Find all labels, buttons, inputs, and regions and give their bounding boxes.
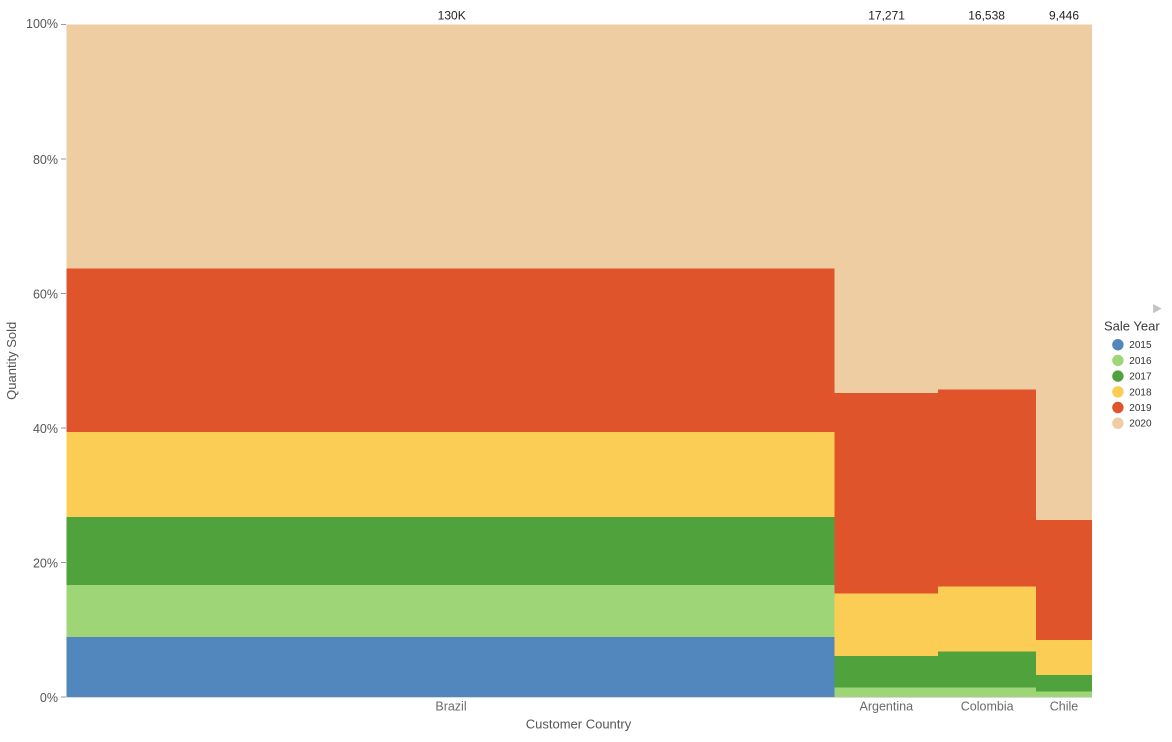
svg-text:2019: 2019: [1129, 403, 1152, 414]
svg-text:60%: 60%: [33, 288, 58, 302]
svg-text:100%: 100%: [26, 17, 58, 31]
svg-text:Colombia: Colombia: [961, 700, 1014, 714]
svg-text:16,538: 16,538: [968, 9, 1005, 23]
svg-text:Brazil: Brazil: [435, 700, 466, 714]
svg-text:Quantity Sold: Quantity Sold: [4, 322, 19, 400]
svg-text:2017: 2017: [1129, 372, 1152, 383]
svg-text:20%: 20%: [33, 557, 58, 571]
svg-text:Chile: Chile: [1050, 700, 1079, 714]
svg-text:2020: 2020: [1129, 419, 1152, 430]
svg-text:9,446: 9,446: [1049, 9, 1079, 23]
svg-text:0%: 0%: [40, 691, 58, 705]
svg-text:2015: 2015: [1129, 340, 1152, 351]
svg-text:17,271: 17,271: [868, 9, 905, 23]
svg-text:Customer Country: Customer Country: [526, 717, 632, 732]
svg-text:40%: 40%: [33, 422, 58, 436]
svg-text:80%: 80%: [33, 153, 58, 167]
svg-text:2018: 2018: [1129, 387, 1152, 398]
svg-text:130K: 130K: [438, 9, 466, 23]
svg-text:Sale Year: Sale Year: [1104, 319, 1160, 334]
svg-text:2016: 2016: [1129, 356, 1152, 367]
svg-text:Argentina: Argentina: [860, 700, 914, 714]
